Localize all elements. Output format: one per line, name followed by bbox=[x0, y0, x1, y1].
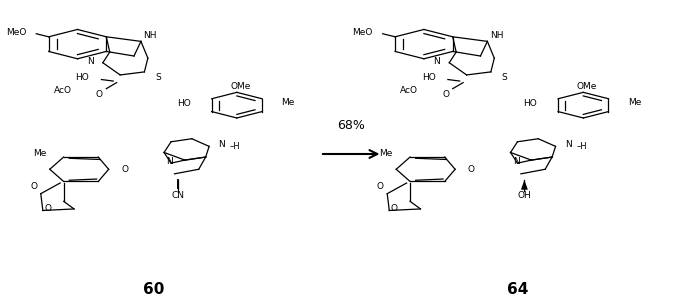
Text: O: O bbox=[391, 205, 398, 213]
Text: OMe: OMe bbox=[230, 82, 250, 91]
Text: O: O bbox=[121, 165, 128, 174]
Text: CN: CN bbox=[171, 191, 185, 200]
Text: 60: 60 bbox=[143, 282, 164, 297]
Text: HO: HO bbox=[421, 74, 435, 83]
Text: MeO: MeO bbox=[6, 28, 27, 37]
Text: N: N bbox=[166, 157, 173, 166]
Text: O: O bbox=[377, 181, 384, 191]
Text: NH: NH bbox=[143, 31, 157, 40]
Text: S: S bbox=[155, 74, 161, 83]
Text: 64: 64 bbox=[507, 282, 528, 297]
Text: MeO: MeO bbox=[352, 28, 373, 37]
Text: –H: –H bbox=[230, 143, 240, 152]
Text: NH: NH bbox=[489, 31, 503, 40]
Text: Me: Me bbox=[33, 149, 46, 159]
Polygon shape bbox=[521, 180, 528, 190]
Text: HO: HO bbox=[177, 99, 190, 108]
Text: HO: HO bbox=[523, 99, 537, 108]
Text: AcO: AcO bbox=[54, 86, 71, 95]
Text: O: O bbox=[44, 205, 51, 213]
Text: N: N bbox=[512, 157, 519, 166]
Text: N: N bbox=[433, 57, 440, 66]
Text: OH: OH bbox=[517, 191, 531, 200]
Text: O: O bbox=[468, 165, 475, 174]
Text: Me: Me bbox=[628, 98, 641, 107]
Text: O: O bbox=[442, 90, 449, 99]
Text: N: N bbox=[218, 140, 225, 149]
Text: OMe: OMe bbox=[577, 82, 597, 91]
Text: N: N bbox=[565, 140, 571, 149]
Text: O: O bbox=[96, 90, 103, 99]
Text: AcO: AcO bbox=[400, 86, 418, 95]
Text: –H: –H bbox=[577, 143, 587, 152]
Text: 68%: 68% bbox=[337, 119, 365, 132]
Text: Me: Me bbox=[380, 149, 393, 159]
Text: S: S bbox=[502, 74, 507, 83]
Text: N: N bbox=[87, 57, 94, 66]
Text: HO: HO bbox=[75, 74, 89, 83]
Text: Me: Me bbox=[281, 98, 294, 107]
Text: O: O bbox=[30, 181, 37, 191]
